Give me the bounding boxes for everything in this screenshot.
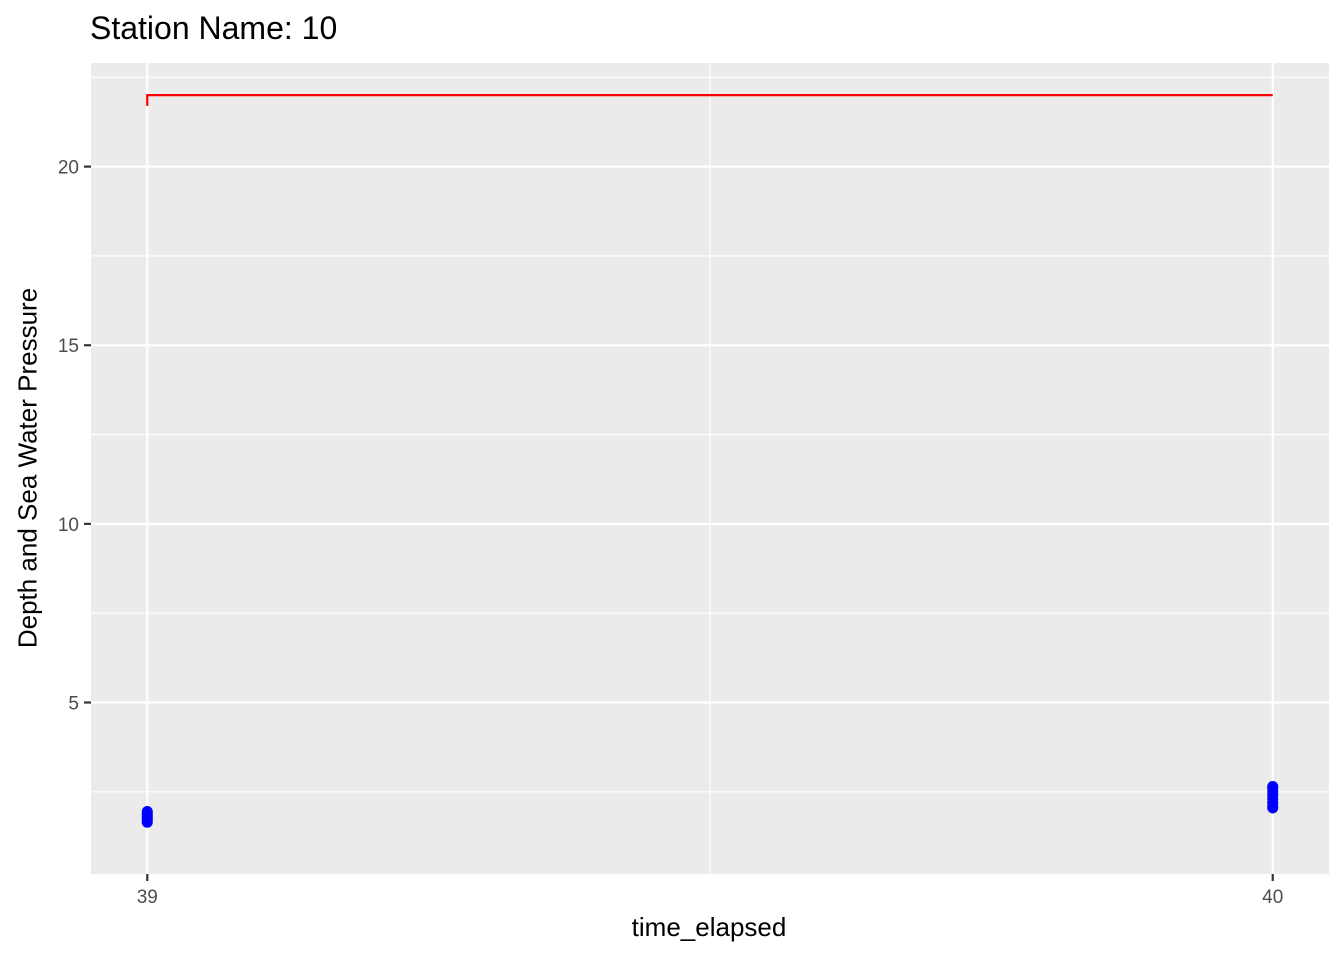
y-tick-label: 5 [68,694,79,715]
y-tick-label: 10 [58,515,79,536]
depth-line [146,94,1273,106]
pressure-point [141,805,153,817]
pressure-point [1267,780,1279,792]
y-tick-label: 20 [58,158,79,179]
x-axis-label: time_elapsed [631,912,787,942]
chart-title: Station Name: 10 [90,10,338,46]
x-tick-label: 39 [137,887,158,908]
x-tick-label: 40 [1262,887,1283,908]
y-tick-label: 15 [58,336,79,357]
